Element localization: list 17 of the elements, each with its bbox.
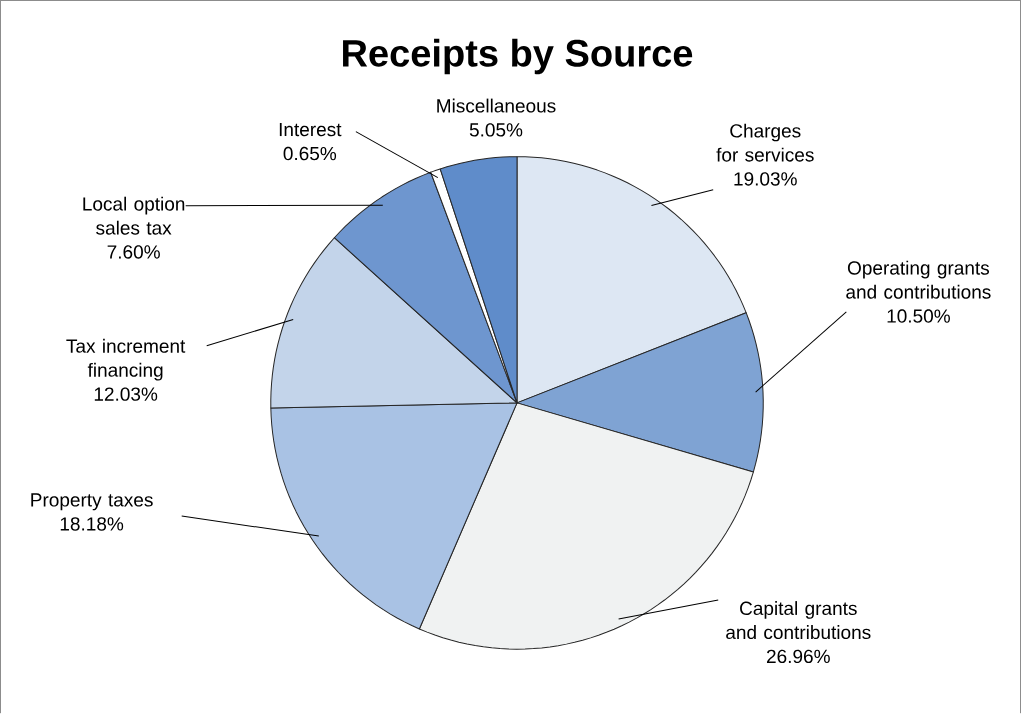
slice-label: Tax increment financing (66, 339, 186, 381)
data-label: 5.05% (469, 123, 523, 137)
slice-label: Property taxes (31, 493, 153, 511)
slice-label: Operating grants and contributions (846, 260, 991, 299)
slice-label: Miscellaneous (437, 98, 556, 113)
slice-label: Local option sales tax (83, 196, 185, 235)
data-label: 12.03% (94, 387, 158, 402)
chart-title: Receipts by Source (343, 38, 693, 75)
data-label: 19.03% (734, 172, 797, 186)
data-label: 26.96% (766, 649, 830, 664)
data-label: 18.18% (60, 517, 124, 531)
slice-label: Charges for services (716, 123, 814, 162)
data-label: 10.50% (887, 309, 950, 323)
slice-label: Interest (279, 123, 342, 137)
slice-label: Capital grants and contributions (726, 601, 871, 640)
data-label: 7.60% (107, 245, 160, 259)
data-label: 0.65% (283, 146, 337, 161)
